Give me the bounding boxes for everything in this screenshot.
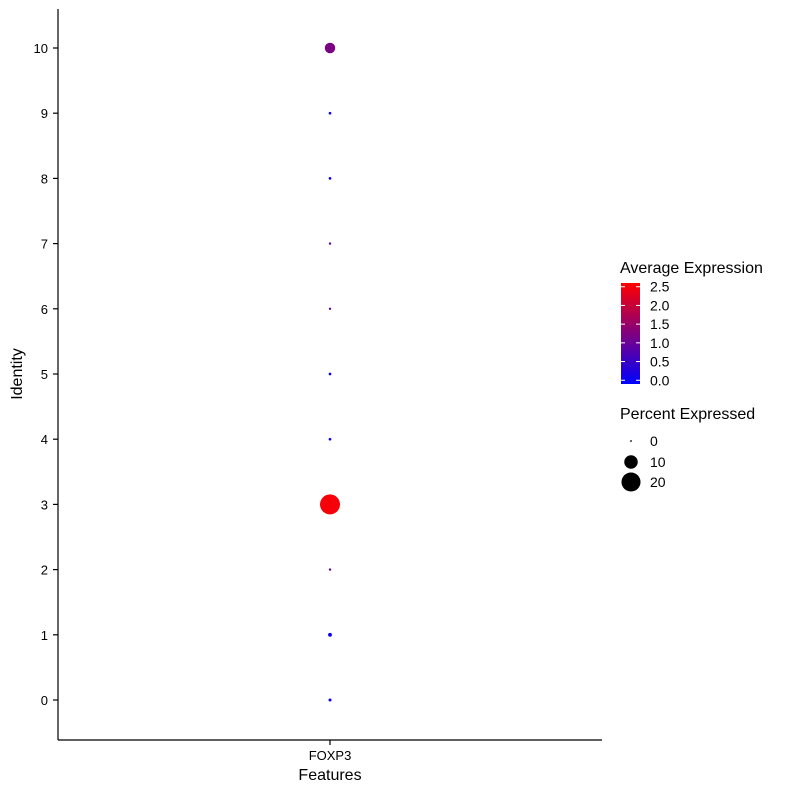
- size-legend-dot: [624, 455, 638, 469]
- data-point: [324, 42, 336, 54]
- color-legend: Average Expression 2.5 2.0 1.5 1.0 0.5 0.0: [620, 260, 763, 388]
- data-point: [328, 111, 332, 115]
- data-point: [328, 698, 332, 702]
- size-legend-entries: 0 10 20: [621, 433, 666, 492]
- color-legend-ticks: 2.5 2.0 1.5 1.0 0.5 0.0: [621, 279, 670, 388]
- y-tick-label: 2: [41, 563, 48, 578]
- data-point: [328, 177, 332, 180]
- size-legend-label: 0: [650, 433, 658, 449]
- x-axis-title: Features: [298, 767, 361, 784]
- data-point: [328, 437, 332, 441]
- y-tick-label: 7: [41, 237, 48, 252]
- y-ticks: 0 1 2 3 4 5 6 7 8 9 10: [34, 41, 58, 708]
- y-tick-label: 9: [41, 106, 48, 121]
- dots: [320, 42, 340, 702]
- color-tick-label: 2.0: [650, 297, 670, 313]
- y-tick-label: 1: [41, 628, 48, 643]
- color-tick-label: 1.0: [650, 335, 670, 351]
- size-legend-label: 20: [650, 474, 666, 490]
- data-point: [320, 494, 340, 515]
- y-tick-label: 3: [41, 497, 48, 512]
- data-point: [328, 568, 332, 571]
- size-legend-label: 10: [650, 454, 666, 470]
- y-tick-label: 10: [34, 41, 48, 56]
- color-legend-title: Average Expression: [620, 260, 763, 277]
- y-axis-title: Identity: [9, 348, 26, 400]
- size-legend-dot: [621, 472, 641, 492]
- data-point: [328, 372, 332, 376]
- data-point: [328, 307, 332, 310]
- x-tick-label: FOXP3: [309, 748, 352, 763]
- y-tick-label: 4: [41, 432, 48, 447]
- color-tick-label: 1.5: [650, 316, 670, 332]
- data-point: [328, 242, 332, 245]
- color-tick-label: 2.5: [650, 279, 670, 295]
- y-tick-label: 8: [41, 171, 48, 186]
- y-tick-label: 5: [41, 367, 48, 382]
- size-legend-title: Percent Expressed: [620, 406, 755, 423]
- color-legend-bar: [621, 283, 640, 384]
- color-tick-label: 0.0: [650, 372, 670, 388]
- size-legend-dot: [630, 440, 632, 442]
- y-tick-label: 6: [41, 302, 48, 317]
- color-tick-label: 0.5: [650, 354, 670, 370]
- size-legend: Percent Expressed 0 10 20: [620, 406, 755, 492]
- data-point: [328, 632, 332, 637]
- y-tick-label: 0: [41, 693, 48, 708]
- x-ticks: FOXP3: [309, 740, 352, 763]
